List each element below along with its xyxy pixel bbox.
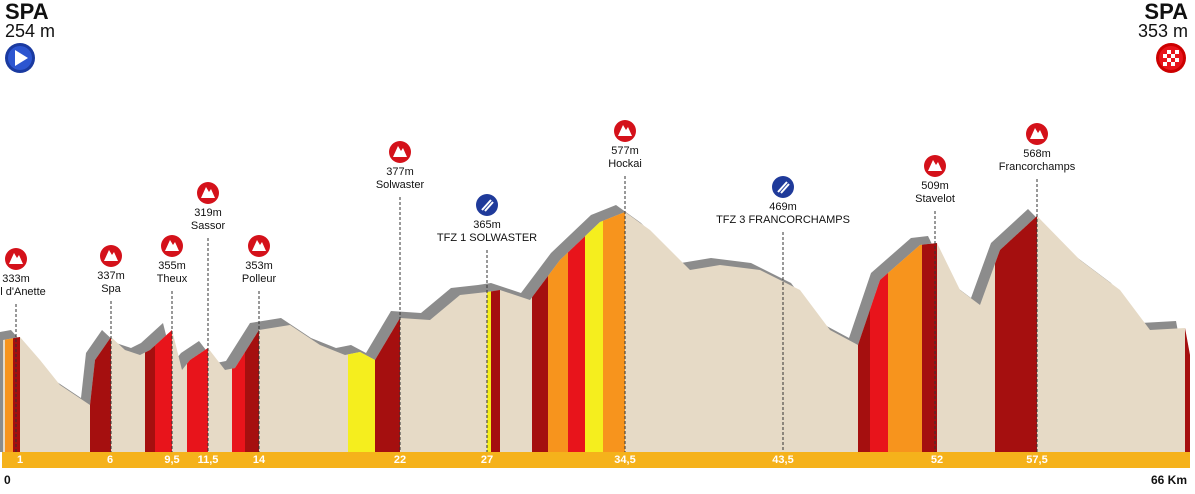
feed-zone-icon-mark [481, 199, 492, 211]
point-altitude: 577m [611, 145, 639, 157]
feed-zone-icon-mark [780, 183, 790, 194]
point-name: Spa [101, 283, 121, 295]
point-altitude: 333m [2, 273, 30, 285]
km-marker: 6 [107, 454, 113, 466]
climb-segment [548, 252, 568, 452]
km-marker: 14 [253, 454, 266, 466]
point-altitude: 568m [1023, 148, 1051, 160]
point-name: Sassor [191, 220, 226, 232]
point-altitude: 355m [158, 260, 186, 272]
point-altitude: 509m [921, 180, 949, 192]
point-altitude: 469m [769, 201, 797, 213]
feed-zone-icon-mark [484, 201, 494, 212]
point-name: TFZ 3 FRANCORCHAMPS [716, 214, 850, 226]
climb-segment [491, 290, 500, 452]
climb-icon-peak [201, 187, 215, 198]
climb-icon-peak [393, 146, 407, 157]
km-marker: 22 [394, 454, 406, 466]
km-marker: 27 [481, 454, 493, 466]
point-name: Polleur [242, 273, 277, 285]
point-name: Hockai [608, 158, 642, 170]
point-name: Francorchamps [999, 161, 1076, 173]
distance-end: 66 Km [1151, 473, 1187, 487]
distance-start: 0 [4, 473, 11, 487]
point-name: Theux [157, 273, 188, 285]
point-altitude: 337m [97, 270, 125, 282]
climb-segment [90, 337, 111, 452]
climb-segment [870, 273, 888, 452]
km-marker: 11,5 [198, 454, 219, 466]
start-icon [5, 43, 35, 73]
climb-segment [245, 330, 259, 452]
point-altitude: 365m [473, 219, 501, 231]
start-altitude: 254 m [5, 21, 55, 41]
climb-icon-peak [1030, 128, 1044, 139]
finish-icon [1156, 43, 1186, 73]
feed-zone-icon-mark [777, 181, 788, 193]
climb-segment [603, 212, 625, 452]
km-marker: 57,5 [1026, 454, 1047, 466]
climb-segment [888, 244, 922, 452]
point-altitude: 319m [194, 207, 222, 219]
climb-segment [585, 220, 603, 452]
climb-segment [232, 352, 245, 452]
climb-icon-peak [252, 240, 266, 251]
point-name: Col d'Anette [0, 286, 46, 298]
distance-bar [2, 452, 1190, 468]
climb-segment [155, 330, 172, 452]
climb-segment [145, 345, 155, 452]
climb-segment [995, 216, 1037, 452]
km-marker: 1 [17, 454, 23, 466]
km-marker: 9,5 [164, 454, 179, 466]
point-name: Solwaster [376, 179, 425, 191]
climb-segment [1185, 328, 1190, 452]
climb-segment [187, 348, 208, 452]
km-marker: 43,5 [772, 454, 793, 466]
climb-segment [487, 291, 491, 452]
finish-name: SPA [1144, 0, 1188, 24]
climb-icon-peak [104, 250, 118, 261]
climb-segment [5, 338, 13, 452]
km-marker: 34,5 [614, 454, 635, 466]
climb-icon-peak [9, 253, 23, 264]
km-marker: 52 [931, 454, 943, 466]
climb-segment [568, 236, 585, 452]
climb-segment [922, 243, 937, 452]
point-altitude: 377m [386, 166, 414, 178]
climb-icon-peak [928, 160, 942, 171]
climb-segment [532, 276, 548, 452]
point-name: TFZ 1 SOLWASTER [437, 232, 537, 244]
point-name: Stavelot [915, 193, 955, 205]
finish-altitude: 353 m [1138, 21, 1188, 41]
climb-segment [375, 318, 400, 452]
climb-segment [348, 352, 375, 452]
climb-segment [858, 309, 870, 452]
climb-icon-peak [165, 240, 179, 251]
start-name: SPA [5, 0, 49, 24]
point-altitude: 353m [245, 260, 273, 272]
climb-icon-peak [618, 125, 632, 136]
